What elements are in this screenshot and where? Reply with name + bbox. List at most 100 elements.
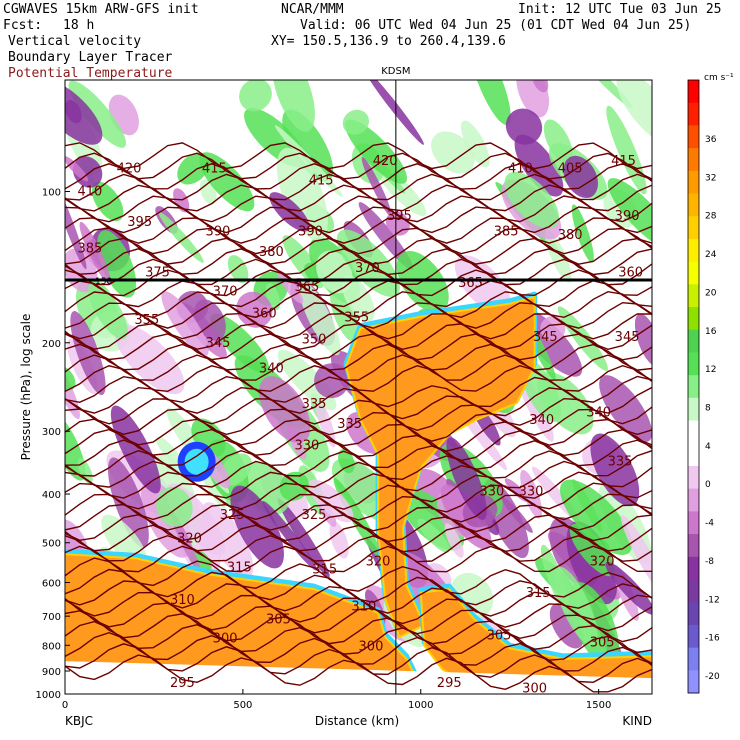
updraft-cell [177,152,210,185]
updraft-cell [156,436,182,465]
y-tick-label: 800 [42,641,61,652]
colorbar-tick-label: -4 [705,519,714,529]
field-vertical-velocity: Vertical velocity [8,34,142,49]
isentrope-line [65,217,652,244]
isentrope-label: 420 [373,154,398,169]
y-tick-label: 400 [42,490,61,501]
downdraft-cell [277,498,330,578]
y-axis-label: Pressure (hPa), log scale [19,314,33,461]
updraft-cell [460,120,490,168]
forecast-hour: 18 h [63,18,95,33]
plot-overlays: 150 [65,80,652,694]
updraft-cell [88,281,128,340]
isentrope-line [65,195,652,223]
colorbar-swatch [688,556,699,580]
colorbar-tick-label: -20 [705,672,720,682]
updraft-cell [279,471,309,501]
isentrope-line [65,301,652,329]
field-potential-temperature: Potential Temperature [8,66,173,81]
colorbar-swatch [688,80,699,104]
isentrope-label: 360 [252,307,277,322]
colorbar-swatch [688,170,699,195]
colorbar-tick-label: -12 [705,595,720,605]
downdraft-cell [308,479,354,523]
updraft-cell [199,152,255,212]
downdraft-cell [236,291,273,328]
downdraft-cell [65,100,82,124]
isentrope-line [65,206,652,234]
isentrope-line [65,610,652,654]
colorbar-swatch [688,420,699,444]
downdraft-cell [549,602,584,649]
colorbar-swatch [688,602,699,626]
colorbar-swatch [688,284,699,308]
updraft-cell [345,119,408,184]
isentrope-line [65,142,652,170]
isentrope-label: 380 [259,245,284,260]
init-time: Init: 12 UTC Tue 03 Jun 25 [518,2,722,17]
forecast-label: Fcst: [3,18,43,33]
isentrope-label: 315 [526,586,551,601]
isentrope-label: 315 [227,560,252,575]
downdraft-cell [329,521,349,559]
updraft-cell [606,105,647,195]
colorbar: 36 32 28 24 20 16 12 8 4 0 -4 -8 -12 -16 -20 [687,79,720,694]
updraft-cell [227,255,249,284]
isentrope-label: 385 [494,224,519,239]
isentrope-line [65,599,652,643]
isentrope-line [65,471,652,503]
colorbar-swatch [688,488,699,512]
isentrope-label: 385 [77,242,102,257]
isentrope-label: 330 [295,438,320,453]
isentrope-label: 295 [170,676,195,691]
isentrope-label: 300 [359,640,384,655]
isentrope-label: 320 [177,531,202,546]
isentrope-line [65,493,652,523]
isentrope-line [65,418,652,452]
isentrope-line [65,269,652,297]
downdraft-cell [65,156,89,182]
isentrope-label: 395 [127,215,152,230]
isentrope-label: 335 [302,397,327,412]
isentrope-line [65,248,652,276]
x-tick-label: 1500 [586,700,611,711]
colorbar-swatch [688,375,699,399]
colorbar-swatch [688,579,699,603]
x-tick-label: 0 [62,700,68,711]
colorbar-swatch [688,534,699,558]
downdraft-cell [634,313,652,367]
x-axis-ticks: 0 500 1000 1500 [62,689,611,711]
isentrope-label: 315 [312,562,337,577]
downdraft-cell [444,523,464,558]
y-tick-label: 900 [42,667,61,678]
isentrope-label: 320 [366,555,391,570]
isentrope-label: 305 [590,636,615,651]
downdraft-cell [108,457,149,548]
y-tick-label: 300 [42,427,61,438]
x-axis-label: Distance (km) [315,714,399,728]
isentrope-label: 320 [590,555,615,570]
updraft-cell [342,109,369,135]
colorbar-tick-label: 16 [705,327,717,337]
isentrope-line [65,163,652,190]
colorbar-tick-label: 20 [705,288,717,298]
colorbar-tick-label: 4 [705,442,711,452]
updraft-cell [560,479,633,556]
isentrope-label: 330 [479,484,504,499]
updraft-cell [557,306,608,371]
plot-frame [64,79,653,695]
colorbar-tick-label: 8 [705,404,711,414]
isentrope-label: 340 [259,361,284,376]
updraft-cell [333,477,382,559]
y-tick-label: 700 [42,612,61,623]
updraft-cell [156,486,193,527]
isentrope-label: 370 [355,261,380,276]
colorbar-tick-label: -16 [705,634,720,644]
updraft-cell [396,251,449,313]
isentrope-label: 370 [213,284,238,299]
updraft-cell [298,281,341,356]
isentrope-label: 365 [295,280,320,295]
isentrope-line [65,280,652,308]
downdraft-cell [563,155,599,199]
updraft-cell [274,125,343,198]
